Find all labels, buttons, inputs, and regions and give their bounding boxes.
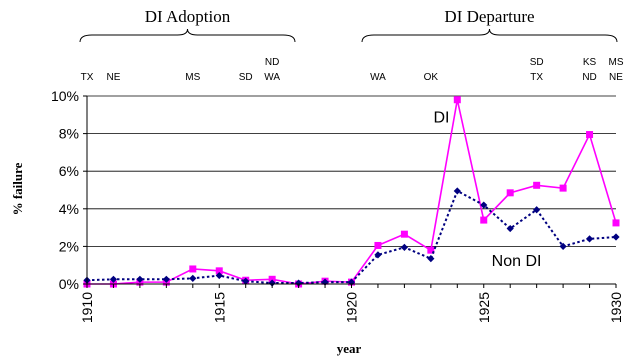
data-point-non-di <box>374 251 382 259</box>
data-point-di <box>533 181 541 189</box>
state-label: WA <box>264 72 280 83</box>
state-label: NE <box>609 72 623 83</box>
state-label: ND <box>582 72 596 83</box>
data-point-di <box>480 216 488 224</box>
period-brackets: DI Adoption DI Departure <box>79 7 618 43</box>
state-label: NE <box>106 72 120 83</box>
y-tick-label: 0% <box>59 276 79 292</box>
state-label: MS <box>609 57 624 68</box>
state-label: TX <box>81 72 94 83</box>
data-point-non-di <box>506 224 514 233</box>
gridlines <box>87 95 616 247</box>
state-label: TX <box>530 72 543 83</box>
data-point-non-di <box>215 271 223 280</box>
data-point-di <box>427 246 435 254</box>
bracket-label-departure: DI Departure <box>444 7 534 26</box>
data-point-non-di <box>242 277 250 285</box>
data-point-non-di <box>136 275 144 283</box>
data-point-di <box>189 265 197 273</box>
x-tick-label: 1910 <box>79 292 95 323</box>
x-tick-label: 1915 <box>211 292 227 323</box>
data-point-non-di <box>109 275 118 283</box>
series-label-non-di: Non DI <box>492 253 542 270</box>
data-point-non-di <box>559 242 567 250</box>
data-point-di <box>453 96 461 104</box>
x-tick-label: 1930 <box>608 292 624 323</box>
data-point-di <box>586 131 594 139</box>
axes: 0% 2% 4% 6% 8% 10% 1910 1915 1920 1925 1930 <box>51 88 624 323</box>
state-label: SD <box>239 72 253 83</box>
data-point-di <box>506 189 514 197</box>
data-point-non-di <box>427 255 435 263</box>
data-point-di <box>612 219 620 227</box>
state-label: OK <box>424 72 439 83</box>
state-label: KS <box>583 57 597 68</box>
y-tick-label: 2% <box>59 238 79 254</box>
data-point-non-di <box>162 275 170 283</box>
bracket-label-adoption: DI Adoption <box>145 7 231 26</box>
data-point-di <box>268 275 276 283</box>
data-point-non-di <box>400 243 408 251</box>
bracket-adoption <box>79 28 296 43</box>
y-tick-label: 6% <box>59 163 79 179</box>
data-point-non-di <box>295 279 303 287</box>
series-label-di: DI <box>433 109 449 126</box>
x-tick-label: 1920 <box>344 292 360 323</box>
data-point-non-di <box>612 233 620 241</box>
y-tick-label: 10% <box>51 88 79 104</box>
x-axis-label: year <box>337 341 362 356</box>
y-tick-label: 8% <box>59 126 79 142</box>
x-tick-label: 1925 <box>476 292 492 323</box>
data-point-non-di <box>268 279 276 287</box>
state-label: ND <box>265 57 279 68</box>
series-layer: DI Non DI <box>83 96 620 288</box>
state-annotations: TX NE MS SD ND WA WA OK SD TX KS ND MS NE <box>81 57 624 83</box>
bracket-departure <box>361 28 618 43</box>
data-point-non-di <box>189 274 197 282</box>
data-point-non-di <box>480 201 488 209</box>
data-point-di <box>215 267 223 275</box>
data-point-di <box>559 184 567 192</box>
state-label: WA <box>370 72 386 83</box>
data-point-di <box>374 241 382 249</box>
data-point-non-di <box>533 206 541 214</box>
y-tick-label: 4% <box>59 201 79 217</box>
data-point-non-di <box>453 187 461 195</box>
state-label: MS <box>185 72 200 83</box>
data-point-di <box>400 230 408 238</box>
state-label: SD <box>530 57 544 68</box>
y-axis-label: % failure <box>10 162 25 215</box>
data-point-non-di <box>585 235 594 243</box>
